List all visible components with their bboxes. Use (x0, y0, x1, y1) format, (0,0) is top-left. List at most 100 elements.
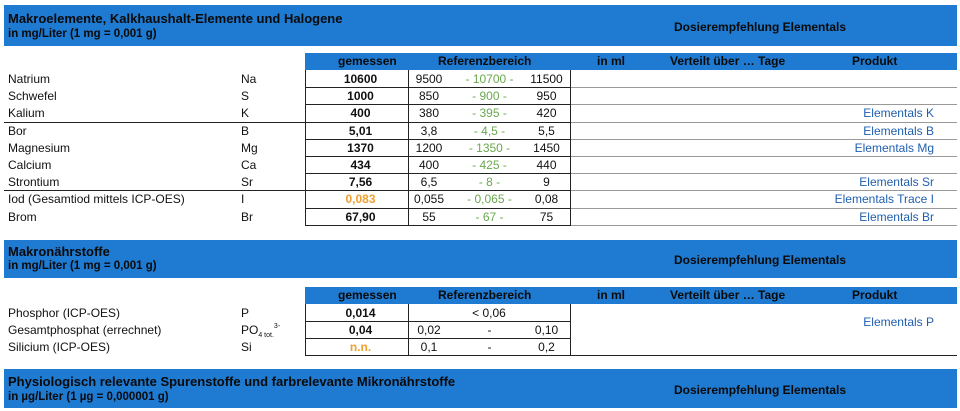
element-symbol: Br (241, 209, 253, 224)
divider (570, 190, 957, 191)
reference-max: 420 (536, 106, 557, 121)
section-header-macronutrients: Makronährstoffe in mg/Liter (1 mg = 0,00… (4, 240, 957, 278)
reference-min: 6,5 (420, 175, 438, 190)
element-symbol: Mg (241, 140, 258, 155)
table-row: Brom Br 67,90 55 - 67 - 75 Elementals Br (4, 209, 957, 226)
reference-max: 0,10 (534, 323, 559, 337)
reference-target: - 8 - (478, 175, 501, 190)
col-days: Verteilt über … Tage (670, 54, 786, 68)
product-link[interactable]: Elementals K (863, 106, 934, 121)
dosing-recommendation-label: Dosierempfehlung Elementals (674, 383, 847, 397)
measured-value: 400 (350, 106, 371, 121)
divider (570, 104, 957, 105)
section-unit: in mg/Liter (1 mg = 0,001 g) (8, 260, 157, 272)
reference-target: - 1350 - (468, 140, 511, 155)
measured-value: 67,90 (345, 209, 376, 224)
dosing-recommendation-label: Dosierempfehlung Elementals (674, 20, 847, 34)
element-symbol: Si (241, 340, 252, 354)
divider (408, 70, 409, 226)
col-in-ml: in ml (597, 288, 626, 302)
divider (570, 208, 957, 209)
reference-target: - 425 - (472, 158, 507, 172)
divider (408, 304, 409, 356)
reference-min: 0,055 (413, 192, 445, 207)
element-name: Iod (Gesamtiod mittels ICP-OES) (8, 192, 185, 207)
divider (305, 104, 570, 105)
reference-min: 1200 (415, 140, 443, 155)
element-name: Calcium (8, 158, 52, 172)
reference-separator: - (487, 323, 492, 337)
divider (570, 87, 957, 88)
measured-value: 0,083 (345, 192, 376, 207)
reference-max: 11500 (530, 72, 563, 86)
divider (305, 87, 570, 88)
divider (305, 321, 570, 322)
section-header-trace-elements: Physiologisch relevante Spurenstoffe und… (4, 369, 957, 408)
product-link[interactable]: Elementals Sr (859, 175, 934, 190)
col-measured: gemessen (338, 54, 397, 68)
table-row: Silicium (ICP-OES) Si n.n. 0,1 - 0,2 (4, 339, 957, 356)
divider (305, 173, 570, 174)
reference-min: 400 (418, 158, 440, 172)
element-symbol: Sr (241, 175, 253, 190)
product-link[interactable]: Elementals Br (859, 209, 934, 224)
reference-range: < 0,06 (472, 306, 506, 320)
element-name: Natrium (8, 72, 51, 86)
section-title: Makroelemente, Kalkhaushalt-Elemente und… (8, 11, 343, 26)
reference-min: 3,8 (420, 123, 438, 138)
col-reference: Referenzbereich (438, 54, 532, 68)
element-symbol: PO4 tot.3- (241, 323, 281, 339)
divider (4, 122, 306, 123)
table-row: Calcium Ca 434 400 - 425 - 440 (4, 157, 957, 174)
col-reference: Referenzbereich (438, 288, 532, 302)
divider (305, 139, 570, 140)
divider (305, 156, 570, 157)
section-title: Physiologisch relevante Spurenstoffe und… (8, 374, 456, 389)
reference-max: 1450 (533, 140, 560, 155)
reference-max: 950 (536, 89, 557, 104)
col-in-ml: in ml (597, 54, 626, 68)
divider (305, 304, 306, 356)
col-days: Verteilt über … Tage (670, 288, 786, 302)
measured-value: 10600 (343, 72, 378, 86)
divider (305, 190, 570, 191)
reference-min: 380 (418, 106, 440, 121)
element-symbol: Na (241, 72, 257, 86)
element-symbol: K (241, 106, 250, 121)
reference-max: 75 (539, 209, 554, 224)
measured-value: n.n. (349, 340, 372, 354)
product-link[interactable]: Elementals P (863, 315, 934, 329)
element-symbol: I (241, 192, 245, 207)
divider (305, 355, 570, 356)
reference-separator: - (487, 340, 492, 354)
product-link[interactable]: Elementals Trace I (834, 192, 934, 207)
measured-value: 1370 (347, 140, 374, 155)
table-row: Natrium Na 10600 9500 - 10700 - 11500 (4, 71, 957, 88)
divider (570, 70, 571, 226)
measured-value: 0,014 (345, 306, 376, 320)
measured-value: 0,04 (348, 323, 373, 337)
measured-value: 5,01 (348, 123, 373, 138)
reference-min: 850 (418, 89, 440, 104)
divider (570, 225, 957, 226)
divider (570, 139, 957, 140)
element-name: Magnesium (8, 140, 71, 155)
table-row: Bor B 5,01 3,8 - 4,5 - 5,5 Elementals B (4, 123, 957, 140)
reference-target: - 0,065 - (467, 192, 512, 207)
divider (570, 173, 957, 174)
divider (305, 225, 570, 226)
divider (305, 338, 570, 339)
column-header-row: gemessen Referenzbereich in ml Verteilt … (305, 287, 957, 304)
reference-min: 55 (422, 209, 436, 224)
reference-target: - 4,5 - (473, 123, 506, 138)
reference-target: - 395 - (472, 106, 507, 121)
element-name: Strontium (8, 175, 60, 190)
reference-max: 440 (536, 158, 557, 172)
table-row: Iod (Gesamtiod mittels ICP-OES) I 0,083 0,0… (4, 191, 957, 208)
element-name: Silicium (ICP-OES) (8, 340, 111, 354)
section-title: Makronährstoffe (8, 244, 110, 259)
reference-max: 5,5 (538, 123, 555, 138)
product-link[interactable]: Elementals B (863, 123, 934, 138)
divider (4, 190, 306, 191)
product-link[interactable]: Elementals Mg (854, 140, 934, 155)
